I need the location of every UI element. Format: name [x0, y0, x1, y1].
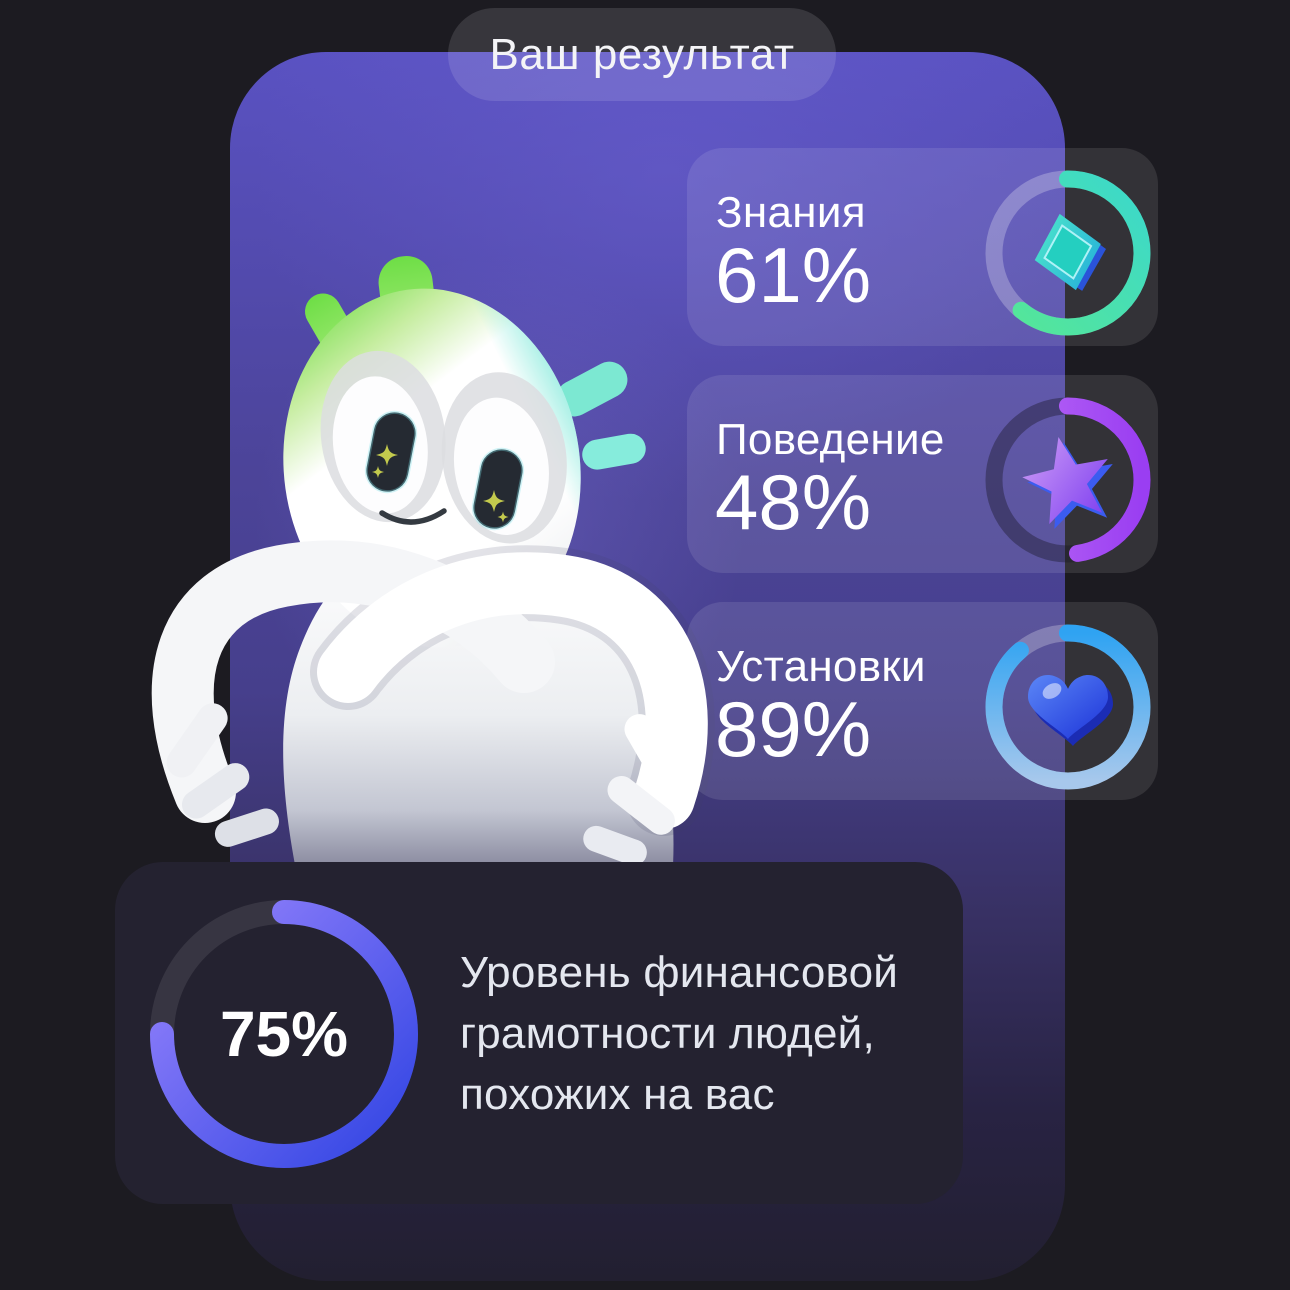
behavior-ring-gauge	[985, 397, 1151, 563]
summary-line: Уровень финансовой	[460, 947, 899, 997]
summary-card: 75% Уровень финансовой грамотности людей…	[115, 862, 963, 1204]
summary-ring-gauge	[150, 900, 418, 1168]
stat-value: 89%	[715, 685, 872, 773]
attitudes-ring-gauge	[985, 624, 1151, 790]
summary-description: Уровень финансовой грамотности людей, по…	[460, 862, 898, 1204]
summary-value: 75%	[219, 998, 349, 1070]
knowledge-ring-gauge	[985, 170, 1151, 336]
stat-card-behavior: Поведение 48%	[687, 375, 1158, 573]
result-title: Ваш результат	[489, 29, 795, 79]
stat-value: 48%	[715, 458, 872, 546]
result-title-pill: Ваш результат	[448, 8, 836, 101]
summary-line: грамотности людей,	[460, 1008, 875, 1058]
book-gem-icon	[1034, 213, 1107, 291]
stat-card-knowledge: Знания 61%	[687, 148, 1158, 346]
heart-icon	[1028, 675, 1113, 746]
stat-card-attitudes: Установки 89%	[687, 602, 1158, 800]
star-icon	[1022, 437, 1113, 530]
stat-value: 61%	[715, 231, 872, 319]
summary-line: похожих на вас	[460, 1069, 775, 1119]
